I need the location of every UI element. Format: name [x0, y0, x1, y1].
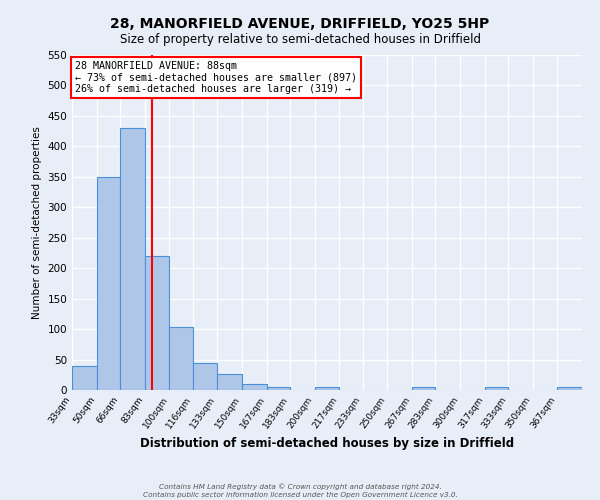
- Bar: [314, 387, 340, 390]
- Bar: [145, 256, 169, 390]
- Bar: [169, 328, 193, 390]
- Bar: [72, 366, 97, 390]
- X-axis label: Distribution of semi-detached houses by size in Driffield: Distribution of semi-detached houses by …: [140, 437, 514, 450]
- Bar: [557, 387, 582, 390]
- Bar: [242, 384, 267, 390]
- Bar: [193, 363, 217, 390]
- Y-axis label: Number of semi-detached properties: Number of semi-detached properties: [32, 126, 42, 319]
- Text: Size of property relative to semi-detached houses in Driffield: Size of property relative to semi-detach…: [119, 32, 481, 46]
- Bar: [120, 128, 145, 390]
- Text: 28 MANORFIELD AVENUE: 88sqm
← 73% of semi-detached houses are smaller (897)
26% : 28 MANORFIELD AVENUE: 88sqm ← 73% of sem…: [75, 61, 357, 94]
- Bar: [267, 387, 290, 390]
- Bar: [485, 387, 508, 390]
- Text: Contains HM Land Registry data © Crown copyright and database right 2024.
Contai: Contains HM Land Registry data © Crown c…: [143, 484, 457, 498]
- Bar: [217, 374, 242, 390]
- Bar: [97, 177, 120, 390]
- Text: 28, MANORFIELD AVENUE, DRIFFIELD, YO25 5HP: 28, MANORFIELD AVENUE, DRIFFIELD, YO25 5…: [110, 18, 490, 32]
- Bar: [412, 387, 435, 390]
